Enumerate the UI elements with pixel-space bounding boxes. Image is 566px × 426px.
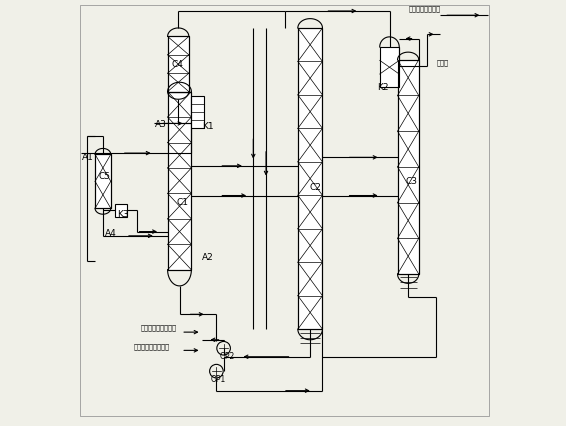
Text: A3: A3	[155, 120, 167, 129]
Bar	[95, 155, 111, 209]
Bar	[168, 37, 189, 92]
Text: 粗氪塔: 粗氪塔	[437, 59, 449, 66]
Text: OP2: OP2	[220, 351, 235, 360]
Bar	[191, 97, 204, 128]
Text: K1: K1	[203, 121, 214, 130]
Text: C3: C3	[405, 176, 417, 185]
Text: K2: K2	[378, 83, 389, 92]
Bar	[397, 60, 419, 274]
Bar	[115, 204, 127, 217]
Bar	[298, 29, 323, 329]
Text: A2: A2	[201, 253, 213, 262]
Text: C2: C2	[309, 183, 321, 192]
Bar	[168, 92, 191, 270]
Text: A1: A1	[82, 153, 93, 162]
Text: C4: C4	[172, 60, 184, 69]
Text: 液氧产品过滤冷却器: 液氧产品过滤冷却器	[141, 324, 177, 330]
Text: C1: C1	[177, 198, 189, 207]
Text: 富氧液空自过冷器: 富氧液空自过冷器	[408, 6, 440, 12]
Text: OP1: OP1	[211, 374, 226, 383]
Text: C5: C5	[98, 171, 110, 180]
Text: A4: A4	[105, 228, 117, 237]
Text: K3: K3	[117, 210, 128, 219]
Text: 高压液氧去主换热器: 高压液氧去主换热器	[134, 343, 170, 349]
Bar	[380, 48, 399, 88]
